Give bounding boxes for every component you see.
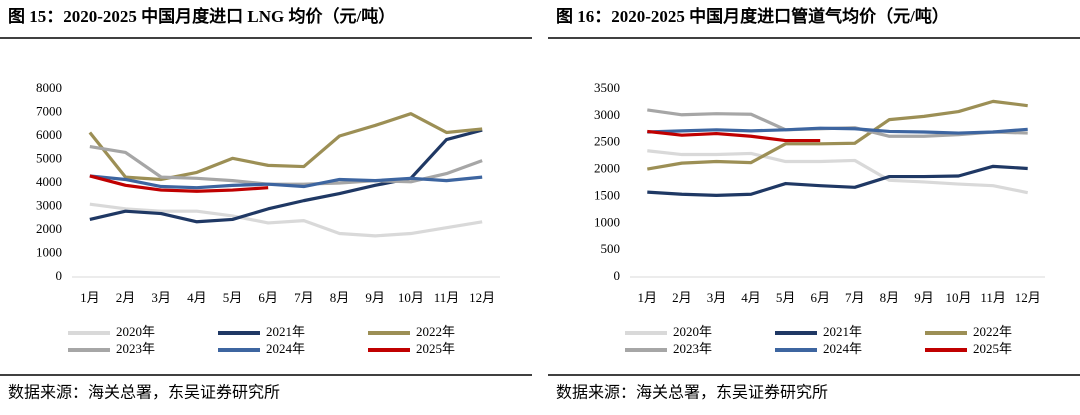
source: 数据来源：海关总署，东吴证券研究所: [556, 384, 828, 402]
legend-label: 2025年: [416, 341, 455, 356]
x-tick-label: 8月: [880, 290, 900, 305]
series-line: [647, 149, 1029, 195]
y-tick-label: 8000: [36, 80, 62, 95]
legend-label: 2021年: [823, 324, 862, 339]
x-tick-label: 11月: [980, 290, 1006, 305]
series-line: [89, 174, 269, 193]
x-tick-label: 12月: [469, 290, 495, 305]
series-line: [89, 128, 483, 224]
y-tick-label: 5000: [36, 150, 62, 165]
legend-label: 2024年: [266, 341, 305, 356]
x-tick-label: 4月: [741, 290, 761, 305]
x-tick-label: 3月: [151, 290, 171, 305]
y-tick-label: 2000: [36, 221, 62, 236]
series-line: [647, 164, 1028, 197]
x-tick-label: 10月: [398, 290, 424, 305]
legend-label: 2024年: [823, 341, 862, 356]
x-tick-label: 5月: [223, 290, 243, 305]
chart-title: 图 15：2020-2025 中国月度进口 LNG 均价（元/吨）: [8, 6, 395, 26]
y-tick-label: 3000: [36, 197, 62, 212]
legend-label: 2023年: [673, 341, 712, 356]
y-tick-label: 3500: [594, 80, 620, 95]
x-tick-label: 9月: [365, 290, 385, 305]
chart-title: 图 16：2020-2025 中国月度进口管道气均价（元/吨）: [556, 6, 949, 26]
x-tick-label: 6月: [258, 290, 278, 305]
series-line: [88, 112, 483, 182]
x-tick-label: 4月: [187, 290, 207, 305]
x-tick-label: 1月: [638, 290, 658, 305]
x-tick-label: 5月: [776, 290, 796, 305]
legend-label: 2022年: [416, 324, 455, 339]
legend-label: 2020年: [673, 324, 712, 339]
legend-label: 2025年: [973, 341, 1012, 356]
y-tick-label: 1500: [594, 187, 620, 202]
y-tick-label: 3000: [594, 107, 620, 122]
series-line: [89, 174, 483, 190]
y-tick-label: 2000: [594, 161, 620, 176]
x-tick-label: 6月: [810, 290, 830, 305]
x-tick-label: 1月: [80, 290, 100, 305]
x-tick-label: 2月: [672, 290, 692, 305]
y-tick-label: 2500: [594, 134, 620, 149]
source: 数据来源：海关总署，东吴证券研究所: [8, 384, 280, 402]
x-tick-label: 8月: [330, 290, 350, 305]
series-line: [647, 99, 1028, 171]
x-tick-label: 11月: [434, 290, 460, 305]
x-tick-label: 10月: [946, 290, 972, 305]
y-tick-label: 7000: [36, 103, 62, 118]
x-tick-label: 2月: [116, 290, 136, 305]
x-tick-label: 9月: [914, 290, 934, 305]
series-line: [89, 202, 483, 238]
y-tick-label: 0: [56, 268, 63, 283]
y-tick-label: 1000: [594, 214, 620, 229]
series-line: [647, 129, 821, 143]
y-tick-label: 1000: [36, 244, 62, 259]
x-tick-label: 12月: [1015, 290, 1041, 305]
x-tick-label: 3月: [707, 290, 727, 305]
x-tick-label: 7月: [294, 290, 314, 305]
legend-label: 2023年: [116, 341, 155, 356]
legend-label: 2020年: [116, 324, 155, 339]
series-line: [647, 126, 1028, 135]
y-tick-label: 4000: [36, 174, 62, 189]
y-tick-label: 500: [601, 241, 621, 256]
legend-label: 2021年: [266, 324, 305, 339]
y-tick-label: 6000: [36, 127, 62, 142]
legend-label: 2022年: [973, 324, 1012, 339]
x-tick-label: 7月: [845, 290, 865, 305]
y-tick-label: 0: [614, 268, 621, 283]
